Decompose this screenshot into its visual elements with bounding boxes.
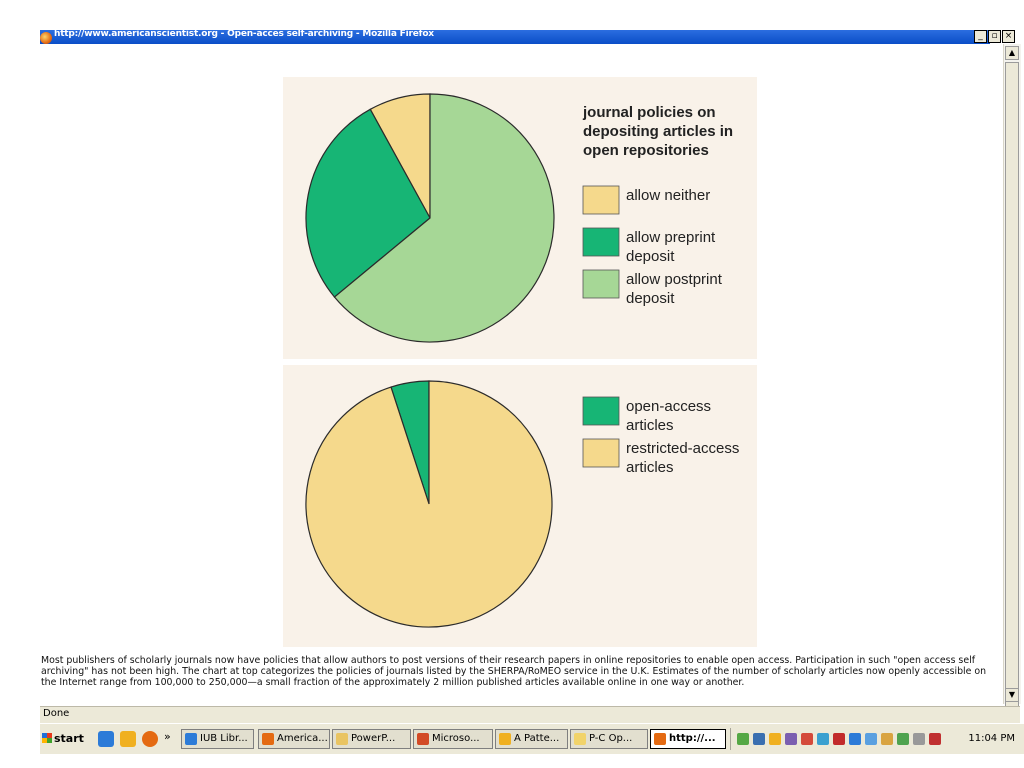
firefox-quicklaunch-icon[interactable]	[142, 731, 158, 747]
windows-logo-icon	[42, 733, 52, 743]
legend-swatch-allow-postprint-deposit	[582, 269, 620, 299]
vertical-scrollbar[interactable]: ▲ ▼	[1003, 44, 1021, 717]
clock-icon	[499, 733, 511, 745]
powerpoint-icon	[417, 733, 429, 745]
scrollbar-thumb[interactable]	[1005, 62, 1019, 717]
taskbar-button-label: A Patte...	[514, 733, 560, 744]
pie-slice-allow-postprint-deposit	[333, 93, 555, 343]
firefox-icon	[654, 733, 666, 745]
taskbar-button-http[interactable]: http://...	[650, 729, 726, 749]
security-tray-icon[interactable]	[897, 733, 909, 745]
ie-quicklaunch-icon[interactable]	[98, 731, 114, 747]
legend-label-allow-postprint-deposit: deposit	[626, 290, 675, 307]
legend-label-allow-postprint-deposit: allow postprint	[626, 271, 723, 288]
legend-label-allow-preprint-deposit: allow preprint	[626, 229, 716, 246]
status-text: Done	[43, 708, 70, 719]
quicklaunch-chevron[interactable]: »	[164, 730, 171, 743]
taskbar-button-label: PowerP...	[351, 733, 396, 744]
taskbar-button-label: IUB Libr...	[200, 733, 248, 744]
taskbar-clock: 11:04 PM	[968, 733, 1015, 744]
legend-swatch-allow-neither	[582, 185, 620, 215]
ie-icon	[185, 733, 197, 745]
scroll-down-arrow-icon[interactable]: ▼	[1005, 688, 1019, 702]
taskbar-button-america[interactable]: America...	[258, 729, 330, 749]
legend-swatch-restricted-access-articles	[582, 438, 620, 468]
minimize-button[interactable]: _	[974, 30, 987, 43]
antivirus-tray-icon[interactable]	[833, 733, 845, 745]
clock-tray-icon[interactable]	[769, 733, 781, 745]
folder-icon	[336, 733, 348, 745]
sync-tray-icon[interactable]	[817, 733, 829, 745]
scroll-up-arrow-icon[interactable]: ▲	[1005, 46, 1019, 60]
pie-slice-allow-preprint-deposit	[305, 108, 431, 298]
article-access-legend: open-access articles restricted-access arti…	[582, 396, 739, 476]
window-title-bar: http://www.americanscientist.org - Open-…	[0, 0, 1024, 44]
journal-policies-pie	[305, 93, 555, 343]
update-tray-icon[interactable]	[881, 733, 893, 745]
firefox-icon	[262, 733, 274, 745]
status-bar: Done	[40, 706, 1020, 723]
taskbar-button-label: Microso...	[432, 733, 480, 744]
legend-label-open-access-articles: open-access	[626, 398, 711, 415]
taskbar-button-p-c-op[interactable]: P-C Op...	[570, 729, 648, 749]
messenger-tray-icon[interactable]	[801, 733, 813, 745]
legend-label-restricted-access-articles: articles	[626, 459, 674, 476]
legend-title-line: journal policies on	[582, 104, 716, 121]
clock-quicklaunch-icon[interactable]	[120, 731, 136, 747]
volume-tray-icon[interactable]	[913, 733, 925, 745]
network-tray-icon[interactable]	[737, 733, 749, 745]
wireless-tray-icon[interactable]	[865, 733, 877, 745]
system-tray: 11:04 PM	[730, 728, 1021, 750]
legend-title-line: open repositories	[583, 142, 709, 159]
alert-tray-icon[interactable]	[929, 733, 941, 745]
taskbar: start » IUB Libr... America... PowerP... Mi…	[40, 724, 1024, 754]
legend-label-restricted-access-articles: restricted-access	[626, 440, 739, 457]
bluetooth-tray-icon[interactable]	[753, 733, 765, 745]
mail-icon	[574, 733, 586, 745]
taskbar-button-label: P-C Op...	[589, 733, 633, 744]
legend-title-line: depositing articles in	[583, 123, 733, 140]
pie-charts-figure: journal policies on depositing articles i…	[283, 77, 757, 647]
display-tray-icon[interactable]	[785, 733, 797, 745]
start-label: start	[54, 732, 84, 745]
taskbar-button-microso[interactable]: Microso...	[413, 729, 493, 749]
legend-label-allow-neither: allow neither	[626, 187, 710, 204]
legend-label-allow-preprint-deposit: deposit	[626, 248, 675, 265]
article-access-pie	[305, 380, 553, 628]
figure-caption: Most publishers of scholarly journals no…	[41, 655, 987, 689]
taskbar-button-label: America...	[277, 733, 328, 744]
title-bar-background[interactable]	[40, 30, 990, 44]
restore-button[interactable]: ▫	[988, 30, 1001, 43]
pie-slice-restricted-access-articles	[305, 380, 553, 628]
firefox-icon	[40, 32, 52, 44]
legend-label-open-access-articles: articles	[626, 417, 674, 434]
connection-tray-icon[interactable]	[849, 733, 861, 745]
window-title: http://www.americanscientist.org - Open-…	[54, 29, 434, 39]
taskbar-button-powerp[interactable]: PowerP...	[332, 729, 411, 749]
taskbar-button-label: http://...	[669, 733, 716, 744]
legend-swatch-open-access-articles	[582, 396, 620, 426]
journal-policies-legend: journal policies on depositing articles i…	[582, 104, 733, 307]
legend-swatch-allow-preprint-deposit	[582, 227, 620, 257]
start-button[interactable]: start	[42, 728, 90, 750]
taskbar-button-a-patte[interactable]: A Patte...	[495, 729, 568, 749]
taskbar-button-iub-libr[interactable]: IUB Libr...	[181, 729, 254, 749]
close-button[interactable]: ×	[1002, 30, 1015, 43]
